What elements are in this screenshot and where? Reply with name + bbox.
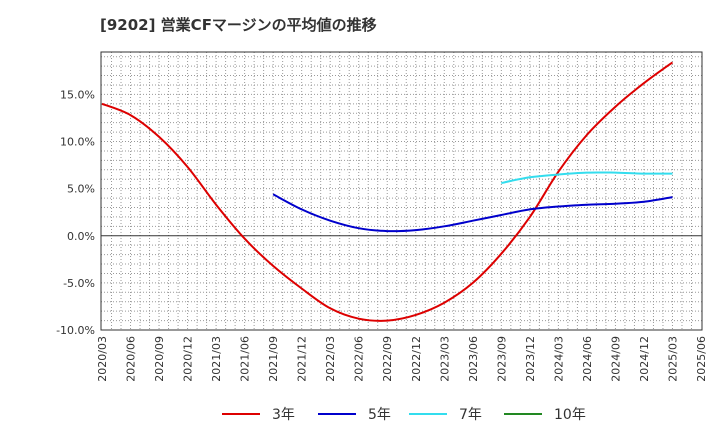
x-tick-label: 2025/06 (695, 336, 708, 382)
y-tick-label: 0.0% (67, 230, 95, 243)
series-line-2 (272, 193, 673, 233)
x-tick-label: 2023/12 (524, 336, 537, 382)
x-tick-label: 2021/12 (296, 336, 309, 382)
x-tick-label: 2023/03 (438, 336, 451, 382)
y-tick-label: 5.0% (67, 183, 95, 196)
x-tick-label: 2022/09 (381, 336, 394, 382)
x-tick-label: 2022/12 (410, 336, 423, 382)
legend-label: 3年 (272, 407, 295, 423)
legend-label: 7年 (459, 407, 482, 423)
x-tick-label: 2023/06 (467, 336, 480, 382)
x-tick-label: 2020/09 (153, 336, 166, 382)
legend-item-3: 7年 (409, 402, 482, 426)
x-tick-label: 2023/09 (495, 336, 508, 382)
y-tick-layer: 15.0% 10.0% 5.0% 0.0% -5.0% -10.0% (56, 88, 95, 337)
x-tick-label: 2021/03 (210, 336, 223, 382)
series-layer (101, 61, 674, 322)
x-tick-label: 2021/06 (239, 336, 252, 382)
x-tick-label: 2025/03 (666, 336, 679, 382)
x-tick-label: 2024/12 (638, 336, 651, 382)
x-tick-layer: 2020/03 2020/06 2020/09 2020/12 2021/03 2021/… (96, 336, 708, 382)
legend-swatch (222, 413, 260, 415)
series-line-3 (501, 171, 673, 184)
x-tick-label: 2020/12 (182, 336, 195, 382)
legend-label: 10年 (554, 407, 586, 423)
grid-layer (101, 52, 702, 330)
x-tick-label: 2020/03 (96, 336, 109, 382)
x-tick-label: 2020/06 (125, 336, 138, 382)
x-tick-label: 2024/09 (609, 336, 622, 382)
legend-swatch (409, 413, 447, 415)
legend-swatch (318, 413, 356, 415)
plot-frame (100, 51, 703, 331)
y-tick-label: 15.0% (60, 88, 95, 101)
x-tick-label: 2024/06 (581, 336, 594, 382)
series-line-1 (101, 61, 674, 322)
x-tick-label: 2022/06 (353, 336, 366, 382)
y-tick-label: -10.0% (56, 324, 95, 337)
y-tick-label: 10.0% (60, 136, 95, 149)
legend: 3年 5年 7年 10年 (0, 402, 720, 426)
legend-label: 5年 (368, 407, 391, 423)
legend-item-2: 5年 (318, 402, 391, 426)
chart-title: [9202] 営業CFマージンの平均値の推移 (100, 16, 377, 34)
legend-item-1: 3年 (222, 402, 295, 426)
legend-item-4: 10年 (504, 402, 586, 426)
x-tick-label: 2021/09 (267, 336, 280, 382)
legend-swatch (504, 413, 542, 415)
x-tick-label: 2022/03 (324, 336, 337, 382)
y-tick-label: -5.0% (63, 277, 95, 290)
x-tick-label: 2024/03 (552, 336, 565, 382)
